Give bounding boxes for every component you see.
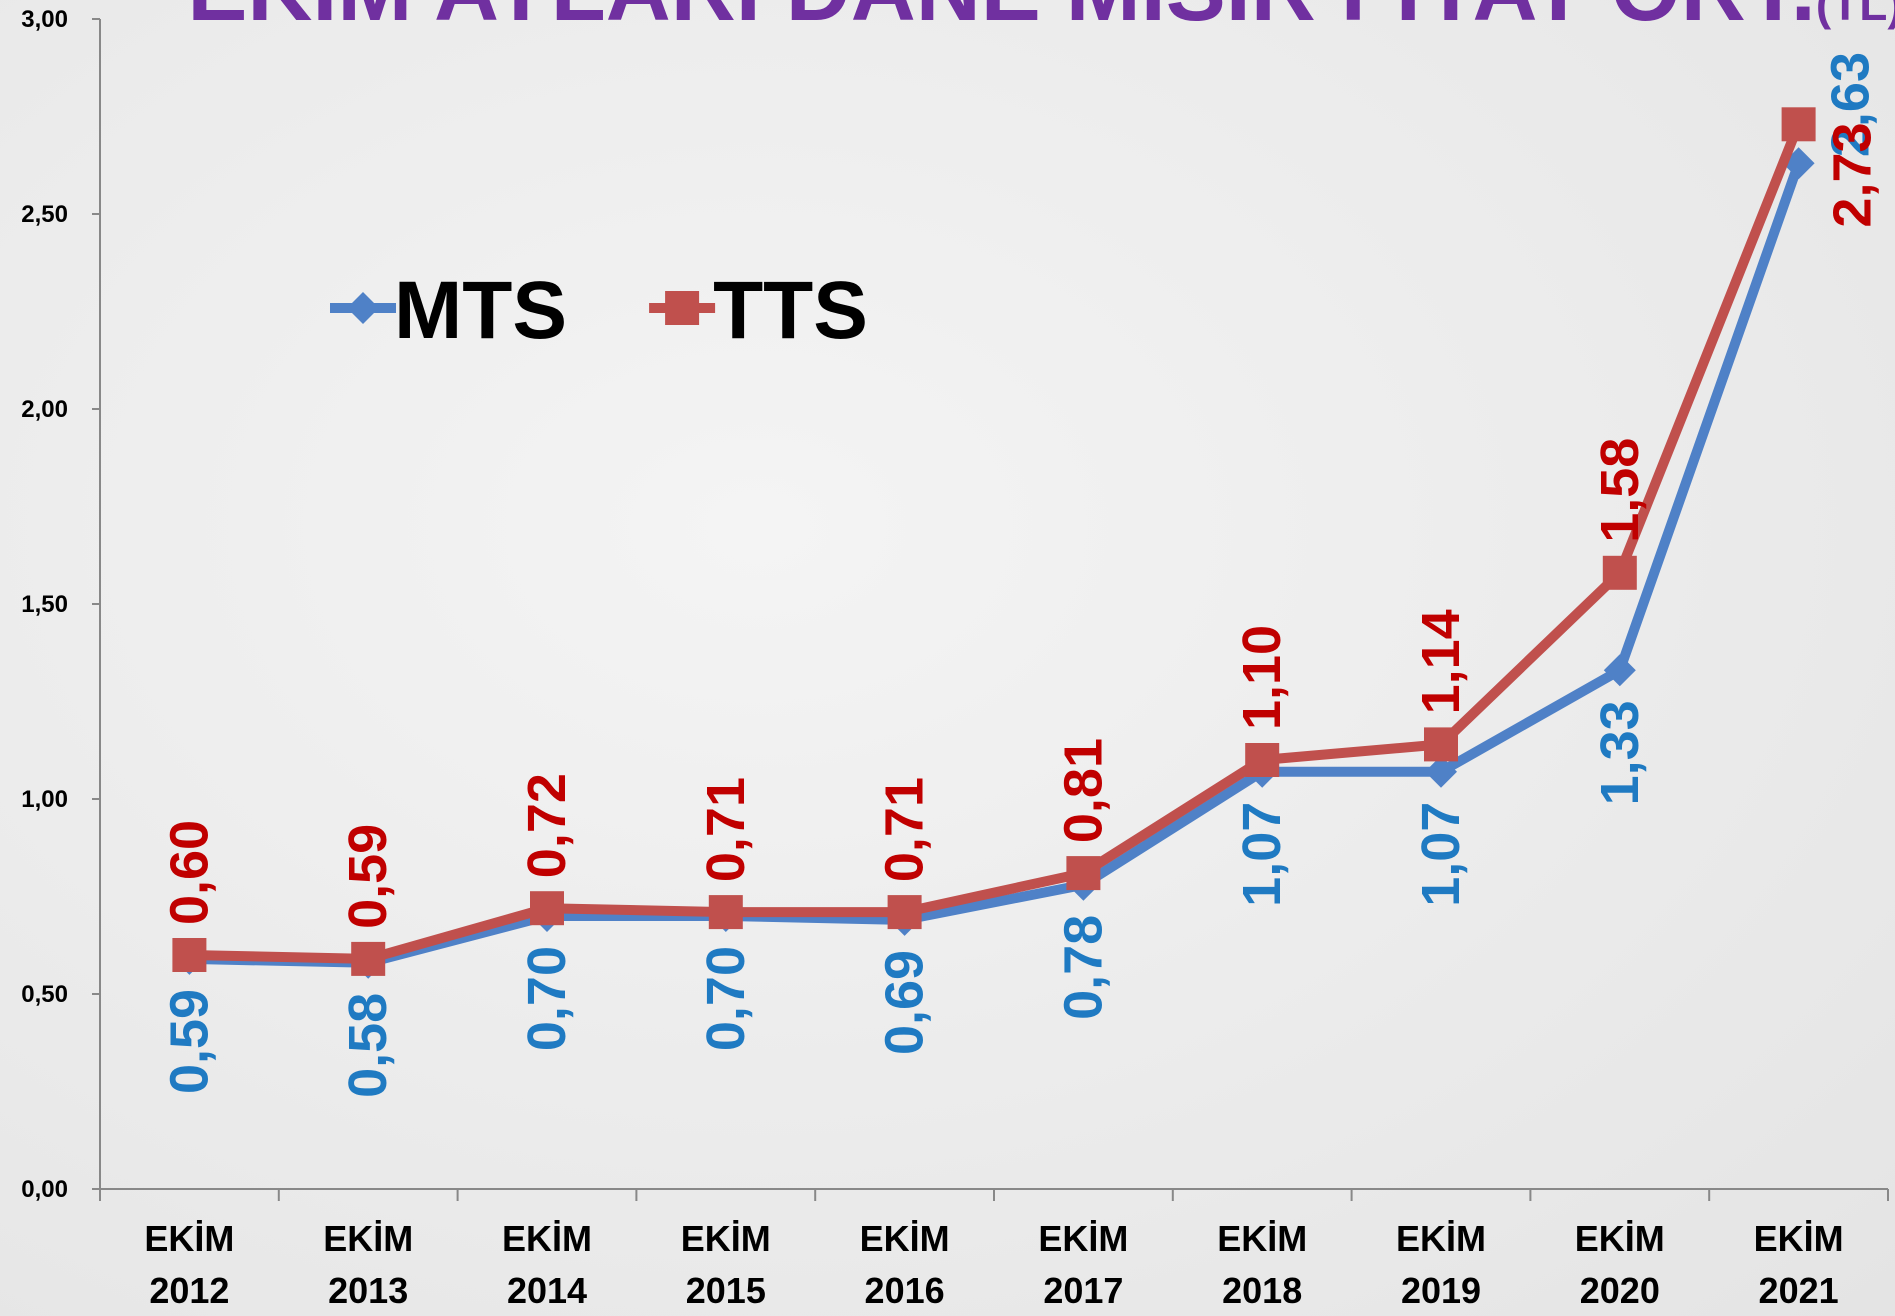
marker: [172, 938, 207, 972]
marker: [708, 895, 743, 930]
marker: [887, 895, 922, 930]
marker: [1603, 654, 1636, 687]
y-tick-label: 1,50: [21, 591, 68, 618]
legend-marker: [665, 291, 700, 325]
x-tick-label: EKİM 2012: [144, 1218, 234, 1311]
legend-label: TTS: [713, 265, 868, 356]
data-label: 0,70: [517, 946, 577, 1051]
marker: [1602, 555, 1637, 590]
y-tick-label: 0,00: [21, 1176, 68, 1203]
chart-title: EKİM AYLARI DANE MISIR FİYAT ORT.(TL): [187, 0, 1895, 40]
x-tick-label: EKİM 2021: [1754, 1218, 1844, 1311]
marker: [1245, 743, 1280, 777]
data-label: 0,59: [159, 989, 219, 1094]
data-label: 0,59: [338, 824, 398, 929]
x-tick-label: EKİM 2013: [323, 1218, 413, 1311]
x-tick-label: EKİM 2018: [1217, 1218, 1307, 1311]
marker: [351, 941, 386, 976]
y-tick-label: 3,00: [21, 6, 68, 33]
y-tick-label: 2,00: [21, 396, 68, 423]
marker: [1425, 755, 1457, 788]
marker: [530, 891, 564, 926]
data-label: 1,33: [1590, 700, 1650, 805]
data-label: 0,78: [1053, 915, 1113, 1020]
data-label: 1,10: [1232, 625, 1292, 730]
data-label: 2,63: [1821, 52, 1881, 157]
series-line: [189, 122, 1804, 964]
data-label: 0,72: [517, 773, 577, 878]
y-tick-label: 0,50: [21, 981, 68, 1008]
data-label: 0,71: [696, 777, 756, 882]
x-tick-label: EKİM 2017: [1038, 1218, 1128, 1311]
title-text: EKİM AYLARI DANE MISIR FİYAT ORT.: [187, 0, 1815, 40]
data-label: 1,58: [1590, 438, 1650, 543]
x-tick-label: EKİM 2020: [1575, 1218, 1665, 1311]
marker: [1066, 856, 1101, 891]
data-label: 0,69: [875, 950, 935, 1055]
data-label: 0,60: [159, 820, 219, 925]
data-label: 1,14: [1411, 609, 1471, 714]
x-tick-label: EKİM 2016: [860, 1218, 950, 1311]
data-label: 0,58: [338, 993, 398, 1098]
data-label: 2,73: [1823, 122, 1883, 227]
data-label: 1,07: [1232, 802, 1292, 907]
y-tick-label: 1,00: [21, 786, 68, 813]
legend-label: MTS: [394, 265, 567, 356]
x-tick-label: EKİM 2015: [681, 1218, 771, 1311]
title-unit: (TL): [1816, 0, 1895, 30]
series-line: [189, 161, 1804, 968]
data-label: 0,81: [1053, 738, 1113, 843]
x-tick-label: EKİM 2019: [1396, 1218, 1486, 1311]
data-label: 0,70: [696, 946, 756, 1051]
marker: [1424, 727, 1458, 762]
x-tick-label: EKİM 2014: [502, 1218, 592, 1311]
data-label: 1,07: [1411, 802, 1471, 907]
y-tick-label: 2,50: [21, 201, 68, 228]
data-label: 0,71: [875, 777, 935, 882]
legend-marker: [347, 292, 379, 324]
marker: [1781, 107, 1816, 142]
